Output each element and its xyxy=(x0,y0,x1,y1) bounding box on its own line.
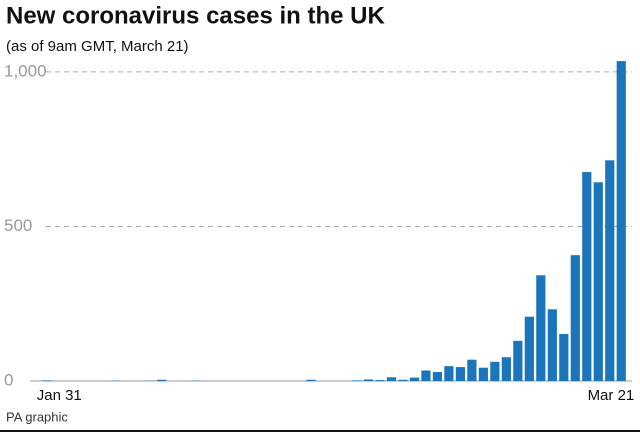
bar xyxy=(421,370,431,381)
bar xyxy=(605,160,615,381)
y-tick-label: 0 xyxy=(4,370,13,389)
bar xyxy=(409,377,420,381)
chart-subtitle: (as of 9am GMT, March 21) xyxy=(6,38,189,55)
bar xyxy=(444,366,454,381)
bar xyxy=(490,361,500,381)
y-tick-label: 500 xyxy=(4,216,32,235)
source: PA graphic xyxy=(6,409,68,424)
bar xyxy=(593,182,603,381)
bar xyxy=(352,380,362,381)
bar xyxy=(570,255,580,381)
bar xyxy=(306,379,316,381)
y-tick-label: 1,000 xyxy=(4,61,47,80)
bar xyxy=(547,309,557,381)
bar xyxy=(363,379,374,381)
bar xyxy=(157,379,167,381)
bar xyxy=(375,380,385,381)
bar xyxy=(524,316,534,381)
chart-title: New coronavirus cases in the UK xyxy=(6,2,385,29)
bar xyxy=(582,172,592,381)
bar xyxy=(536,275,546,381)
bar xyxy=(559,334,569,381)
x-tick-label: Mar 21 xyxy=(588,387,635,404)
bar xyxy=(42,380,52,381)
bar xyxy=(501,357,511,381)
bar xyxy=(386,377,397,381)
bar xyxy=(513,340,523,381)
bar xyxy=(398,379,408,381)
bar xyxy=(478,367,488,381)
bar xyxy=(616,61,626,381)
bar xyxy=(455,367,465,381)
bar xyxy=(432,372,443,381)
x-tick-label: Jan 31 xyxy=(37,387,82,404)
bar xyxy=(467,359,477,381)
